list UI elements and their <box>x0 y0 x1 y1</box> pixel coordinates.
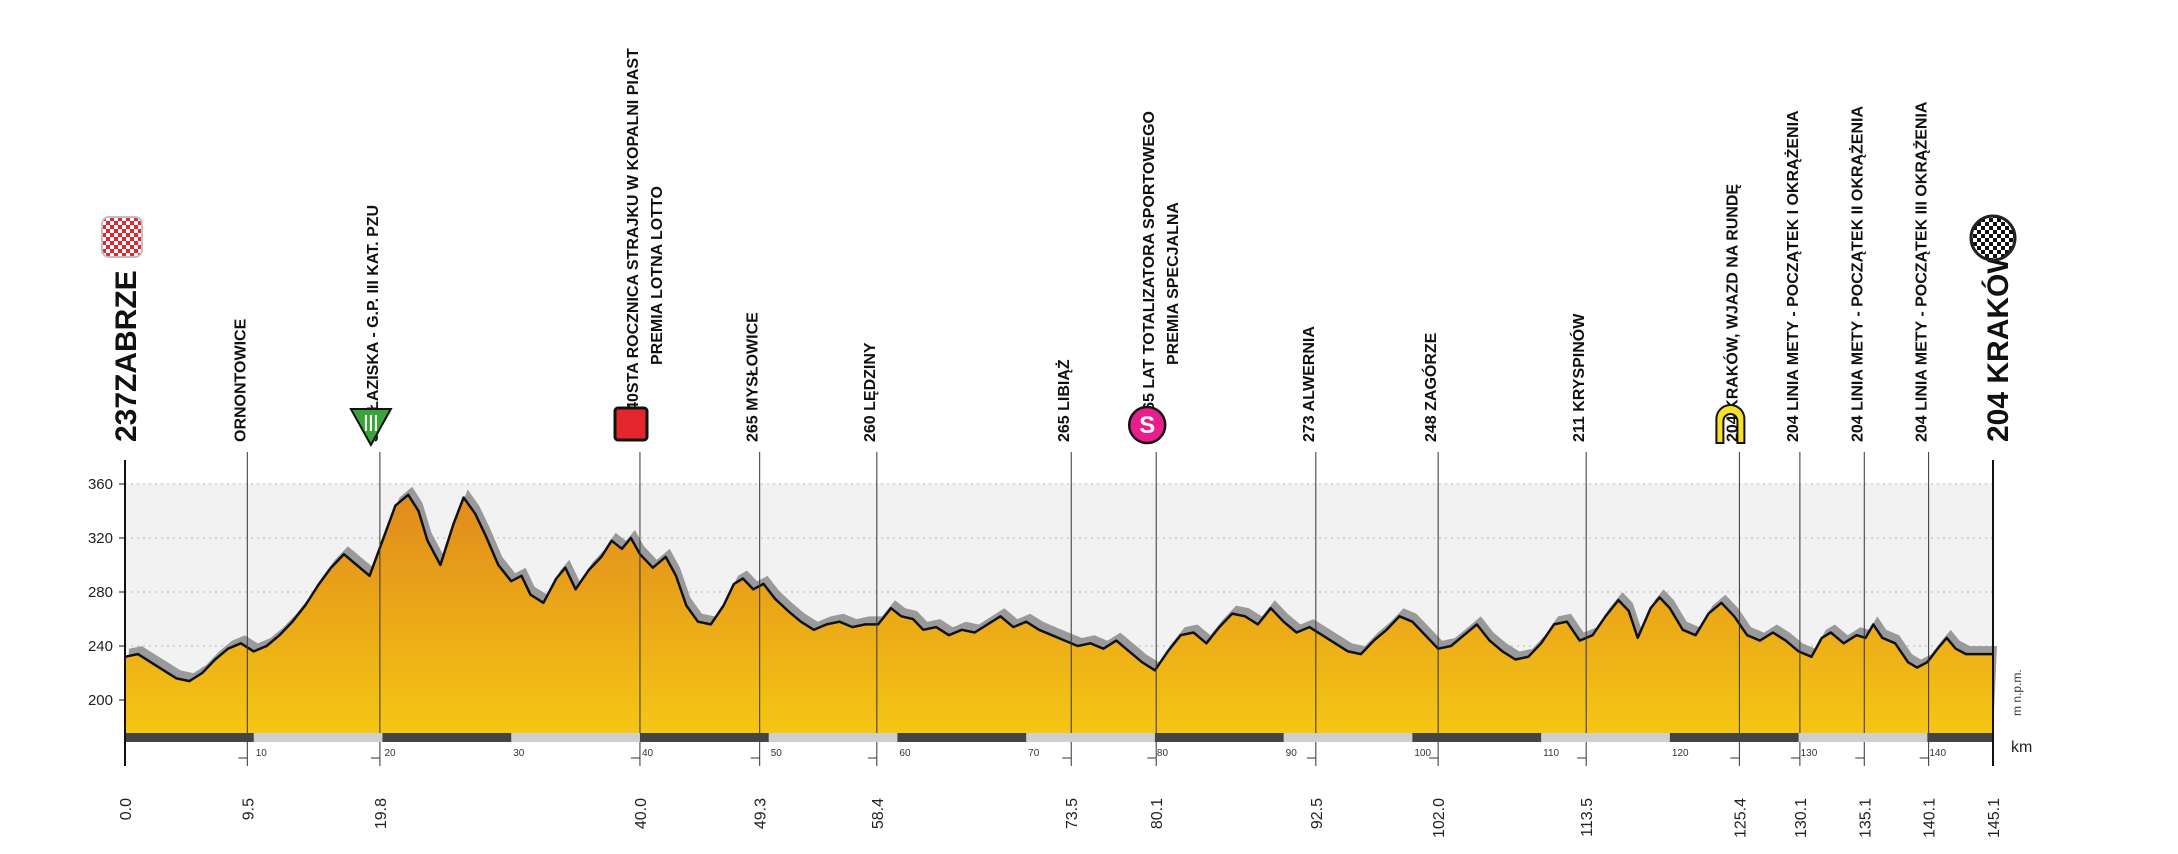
checkered-red-flag-icon <box>101 216 143 258</box>
minor-km-label: 120 <box>1672 748 1689 759</box>
waypoint-label: 290 40STA ROCZNICA STRAJKU W KOPALNI PIA… <box>625 48 642 442</box>
km-label: 9.5 <box>240 798 257 820</box>
finish-flag-shape <box>1969 214 2017 262</box>
start-elevation: 237 <box>110 392 143 442</box>
arch-shape <box>1715 404 1746 444</box>
minor-km-label: 80 <box>1157 748 1169 759</box>
km-label: 140.1 <box>1922 798 1939 838</box>
km-bar-segment <box>639 733 769 742</box>
waypoint-label: 357 ŁAZISKA - G.P. III KAT. PZU <box>365 205 382 442</box>
waypoint-label: 204 LINIA METY - POCZĄTEK I OKRĄŻENIA <box>1784 110 1802 442</box>
km-label: 102.0 <box>1431 798 1448 838</box>
minor-km-label: 140 <box>1929 748 1946 759</box>
km-label: 40.0 <box>633 798 650 829</box>
special-prize-s-icon: S <box>1127 405 1167 445</box>
minor-km-label: 50 <box>771 748 783 759</box>
km-label: 19.8 <box>373 798 390 829</box>
minor-km-label: 40 <box>642 748 654 759</box>
waypoint-label: 244 65 LAT TOTALIZATORA SPORTOWEGO <box>1141 111 1158 442</box>
minor-km-label: 30 <box>513 748 525 759</box>
x-axis-unit: km <box>2011 739 2032 756</box>
y-axis-unit: m n.p.m. <box>2010 669 2024 716</box>
km-bar-segment <box>382 733 512 742</box>
finish-elevation-name: 204 KRAKÓW <box>1981 245 2015 442</box>
km-label: 113.5 <box>1579 798 1596 837</box>
minor-km-label: 110 <box>1543 748 1559 759</box>
km-label: 125.4 <box>1732 798 1749 838</box>
km-label: 49.3 <box>753 798 770 829</box>
km-label: 73.5 <box>1064 798 1081 829</box>
km-bar <box>125 733 1993 742</box>
start-name: ZABRZE <box>110 270 143 392</box>
checkered-finish-flag-icon <box>1969 214 2017 262</box>
mountain-category-3-icon <box>349 408 393 448</box>
km-bar-segment <box>1669 733 1799 742</box>
y-tick-label: 280 <box>88 584 113 601</box>
waypoint-label: 265 LIBIĄŻ <box>1055 359 1073 442</box>
km-label: 135.1 <box>1857 798 1874 838</box>
waypoint-label: 204 LINIA METY - POCZĄTEK III OKRĄŻENIA <box>1913 101 1931 442</box>
s-glyph: S <box>1139 412 1155 439</box>
km-label: 92.5 <box>1309 798 1326 829</box>
waypoint-label: ORNONTOWICE <box>232 318 249 442</box>
waypoint-label: 204 LINIA METY - POCZĄTEK II OKRĄŻENIA <box>1848 106 1866 442</box>
circle-shape <box>1127 405 1167 445</box>
sprint-red-square-icon <box>613 406 649 442</box>
km-label: 0.0 <box>118 798 135 820</box>
waypoint-label: 273 ALWERNIA <box>1301 326 1318 442</box>
minor-km-label: 100 <box>1414 748 1431 759</box>
square-shape <box>613 406 649 442</box>
y-tick-label: 200 <box>88 692 113 709</box>
km-bar-segment <box>1927 733 1993 742</box>
minor-km-label: 20 <box>384 748 396 759</box>
waypoint-label: 265 MYSŁOWICE <box>745 312 762 442</box>
km-label: 58.4 <box>870 798 887 829</box>
km-label: 145.1 <box>1986 798 2003 838</box>
waypoint-label: PREMIA LOTNA LOTTO <box>649 186 666 365</box>
profile-line <box>124 493 1993 683</box>
km-label: 130.1 <box>1793 798 1810 838</box>
waypoint-label: PREMIA SPECJALNA <box>1165 202 1182 365</box>
waypoint-label: 260 LĘDZINY <box>862 342 879 442</box>
km-label: 80.1 <box>1149 798 1166 829</box>
waypoint-label: 211 KRYSPINÓW <box>1569 313 1588 442</box>
km-bar-segment <box>1412 733 1542 742</box>
km-bar-segment <box>1154 733 1284 742</box>
minor-km-label: 60 <box>899 748 911 759</box>
waypoint-label: 248 ZAGÓRZE <box>1421 332 1440 442</box>
minor-km-label: 10 <box>256 748 268 759</box>
start-flag-shape <box>101 216 143 258</box>
y-tick-label: 360 <box>88 476 113 493</box>
y-tick-label: 240 <box>88 638 113 655</box>
minor-km-label: 90 <box>1286 748 1298 759</box>
km-bar-segment <box>897 733 1027 742</box>
profile-area <box>125 494 1993 733</box>
y-tick-label: 320 <box>88 530 113 547</box>
circuit-entry-icon <box>1715 404 1746 444</box>
km-bar-segment <box>125 733 254 742</box>
minor-km-label: 130 <box>1801 748 1818 759</box>
waypoint-label: 204 KRAKÓW, WJAZD NA RUNDĘ <box>1722 184 1741 442</box>
minor-km-label: 70 <box>1028 748 1040 759</box>
